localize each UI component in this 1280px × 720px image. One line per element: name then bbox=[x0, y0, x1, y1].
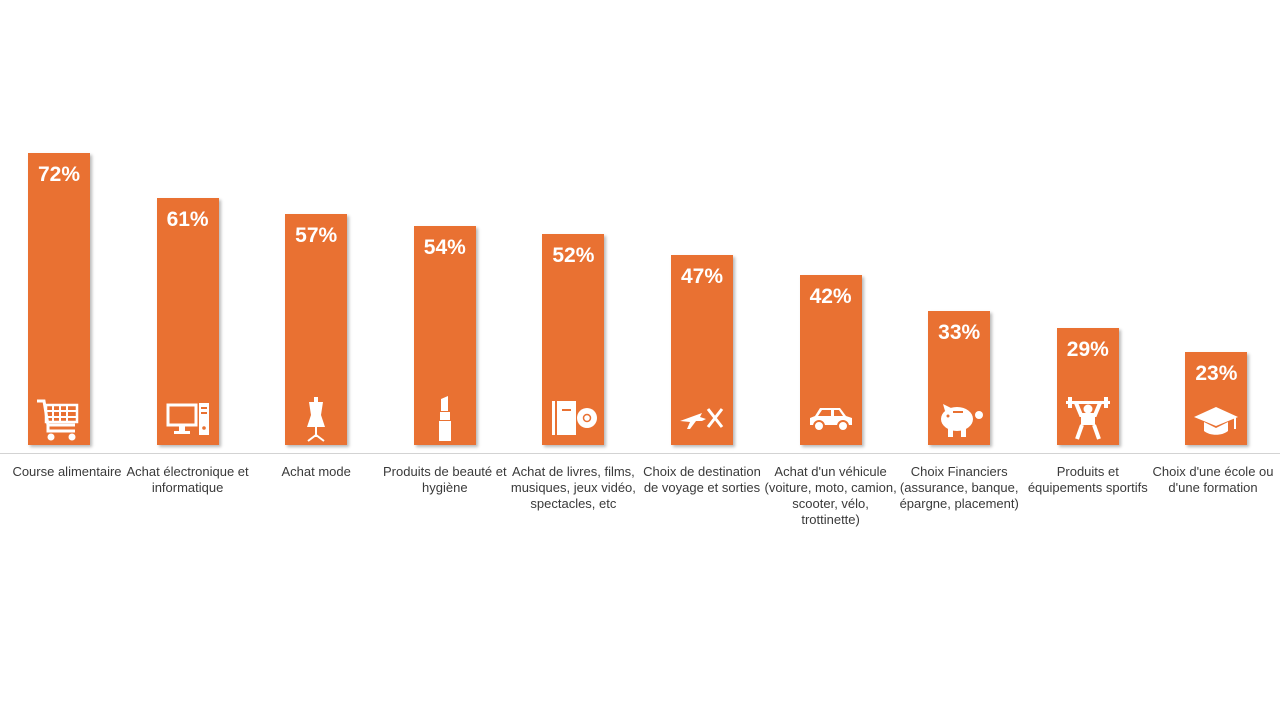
data-label: 61% bbox=[166, 207, 209, 231]
book-disc-icon bbox=[552, 401, 598, 435]
bar bbox=[1056, 327, 1119, 445]
x-tick-label: Choix de destination de voyage et sortie… bbox=[643, 464, 761, 495]
bar bbox=[28, 153, 90, 445]
bar bbox=[671, 254, 733, 445]
x-tick-label: Choix Financiers (assurance, banque, épa… bbox=[899, 464, 1019, 511]
data-label: 57% bbox=[295, 224, 338, 248]
x-tick-label: Achat d'un véhicule (voiture, moto, cami… bbox=[764, 464, 897, 527]
shopping-cart-icon bbox=[37, 399, 79, 441]
weightlifter-icon bbox=[1065, 397, 1110, 440]
x-tick-label: Choix d'une école ou d'une formation bbox=[1152, 464, 1274, 495]
dress-mannequin-icon bbox=[307, 397, 326, 442]
data-label: 23% bbox=[1195, 361, 1238, 385]
graduation-cap-icon bbox=[1194, 407, 1239, 435]
x-tick-label: Achat mode bbox=[281, 464, 351, 479]
data-label: 33% bbox=[938, 321, 981, 345]
x-axis-line bbox=[0, 453, 1280, 454]
x-tick-label: Course alimentaire bbox=[12, 464, 122, 479]
x-tick-label: Produits et équipements sportifs bbox=[1027, 464, 1148, 495]
lipstick-icon bbox=[438, 396, 451, 441]
desktop-computer-icon bbox=[166, 403, 209, 435]
data-label: 54% bbox=[423, 236, 466, 260]
data-label: 42% bbox=[809, 284, 852, 308]
car-icon bbox=[809, 408, 852, 432]
x-tick-label: Produits de beauté et hygiène bbox=[383, 464, 507, 495]
data-label: 47% bbox=[680, 264, 724, 288]
x-tick-label: Achat électronique et informatique bbox=[126, 464, 249, 495]
piggy-bank-icon bbox=[941, 404, 984, 437]
data-label: 29% bbox=[1066, 337, 1109, 361]
data-label: 52% bbox=[552, 244, 595, 268]
x-tick-label: Achat de livres, films, musiques, jeux v… bbox=[510, 464, 636, 511]
plane-fork-knife-icon bbox=[680, 408, 724, 429]
data-label: 72% bbox=[37, 163, 81, 187]
